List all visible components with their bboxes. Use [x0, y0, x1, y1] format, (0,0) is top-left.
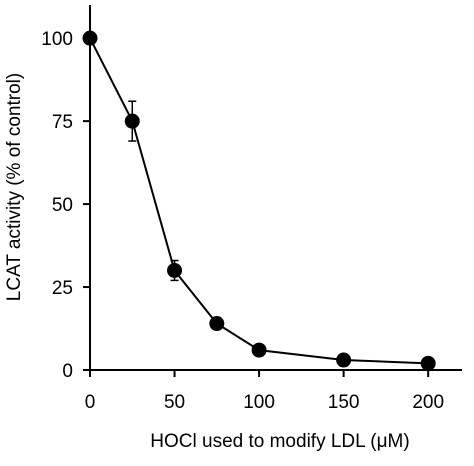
y-tick-label: 25 [52, 278, 73, 299]
error-bars [128, 100, 179, 282]
y-tick-label: 75 [52, 112, 73, 133]
data-points [82, 30, 436, 371]
x-ticks: 0 50 100 150 200 [85, 370, 444, 413]
data-point [251, 342, 267, 358]
data-point [124, 113, 140, 129]
x-tick-label: 50 [164, 392, 185, 413]
data-point [209, 316, 225, 332]
x-tick-label: 0 [85, 392, 96, 413]
axes [89, 5, 462, 371]
data-point [167, 262, 183, 278]
x-tick-label: 150 [328, 392, 360, 413]
y-tick-label: 100 [41, 29, 73, 50]
data-point [420, 355, 436, 371]
x-tick-label: 100 [243, 392, 275, 413]
data-point [336, 352, 352, 368]
y-axis-title: LCAT activity (% of control) [4, 73, 25, 301]
x-tick-label: 200 [412, 392, 444, 413]
y-tick-label: 0 [62, 361, 73, 382]
y-tick-label: 50 [52, 195, 73, 216]
x-axis-title: HOCl used to modify LDL (μM) [150, 431, 409, 452]
y-ticks: 0 25 50 75 100 [41, 29, 90, 382]
data-point [82, 30, 98, 46]
series-line [89, 37, 429, 365]
